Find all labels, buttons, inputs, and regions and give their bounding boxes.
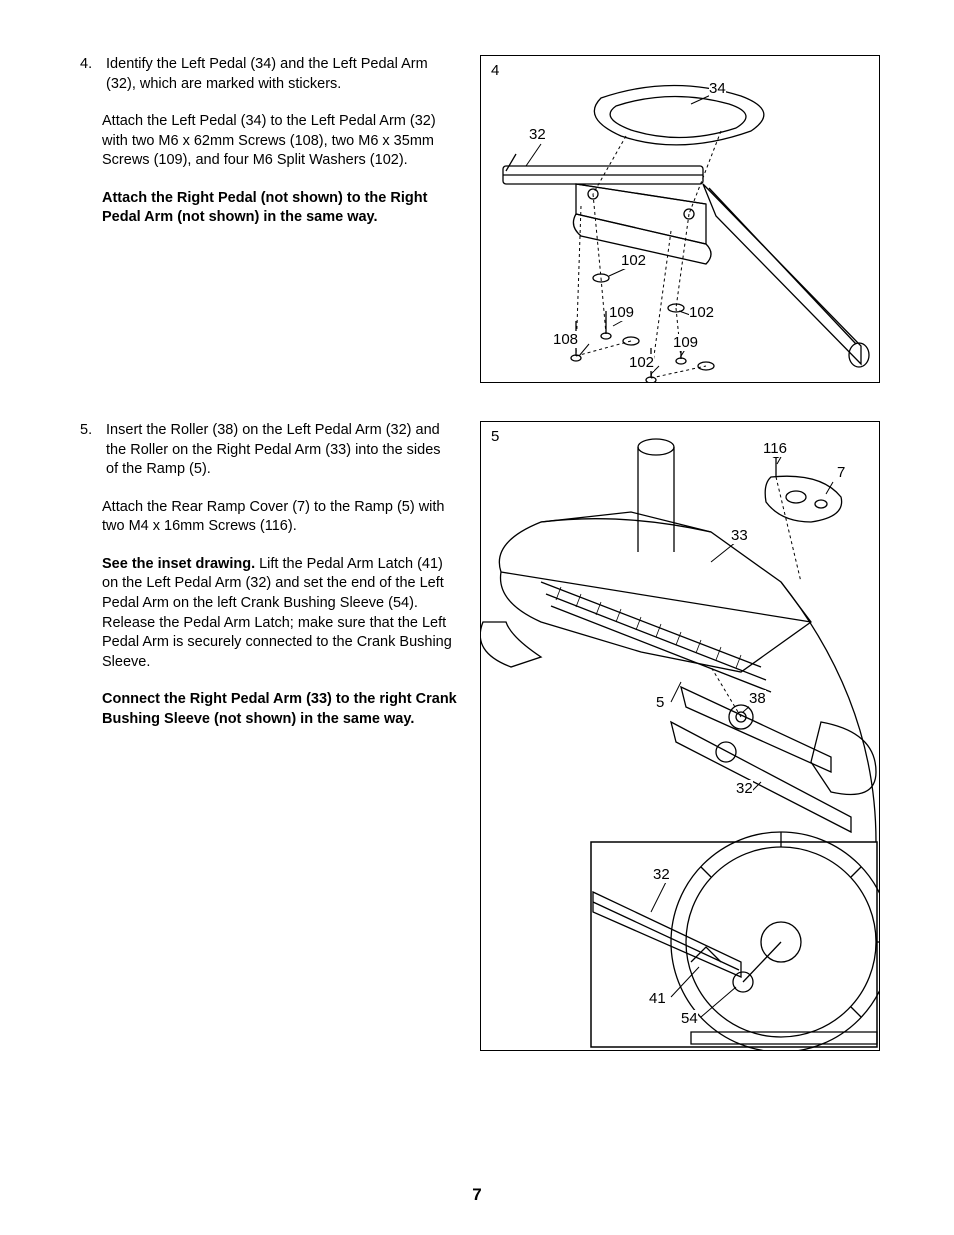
fig5-c38: 38 <box>749 690 766 707</box>
fig4-c32: 32 <box>529 126 546 143</box>
fig5-c41: 41 <box>649 990 666 1007</box>
step-5-p1: Insert the Roller (38) on the Left Pedal… <box>106 421 456 480</box>
fig4-c102b: 102 <box>689 304 714 321</box>
fig5-c7: 7 <box>837 464 845 481</box>
step-5-p3-lead: See the inset drawing. <box>102 556 255 572</box>
step-4-p2: Attach the Left Pedal (34) to the Left P… <box>102 113 436 168</box>
fig5-c5: 5 <box>656 694 664 711</box>
fig4-c109b: 109 <box>673 334 698 351</box>
figure-5-number: 5 <box>491 428 499 445</box>
fig4-c109a: 109 <box>609 304 634 321</box>
fig5-c32b: 32 <box>653 866 670 883</box>
step-4-row: 4. Identify the Left Pedal (34) and the … <box>80 55 884 383</box>
step-4-p3: Attach the Right Pedal (not shown) to th… <box>102 190 427 226</box>
fig4-c108: 108 <box>553 331 578 348</box>
step-5-p4: Connect the Right Pedal Arm (33) to the … <box>102 691 457 727</box>
figure-4-number: 4 <box>491 62 499 79</box>
fig4-c34: 34 <box>709 80 726 97</box>
step-5-p2: Attach the Rear Ramp Cover (7) to the Ra… <box>102 499 445 535</box>
step-4-text: 4. Identify the Left Pedal (34) and the … <box>80 55 460 246</box>
figure-5-svg <box>481 422 879 1050</box>
step-4-p1: Identify the Left Pedal (34) and the Lef… <box>106 55 456 94</box>
step-5-number: 5. <box>80 421 102 441</box>
fig5-c32a: 32 <box>736 780 753 797</box>
fig5-c54: 54 <box>681 1010 698 1027</box>
fig4-c102c: 102 <box>629 354 654 371</box>
step-5-text: 5. Insert the Roller (38) on the Left Pe… <box>80 421 460 747</box>
fig5-c33: 33 <box>731 527 748 544</box>
figure-4: 4 <box>480 55 880 383</box>
step-5-p3-rest: Lift the Pedal Arm Latch (41) on the Lef… <box>102 556 452 670</box>
manual-page: 4. Identify the Left Pedal (34) and the … <box>0 0 954 1235</box>
figure-5: 5 <box>480 421 880 1051</box>
fig5-c116: 116 <box>763 440 787 457</box>
fig4-c102a: 102 <box>621 252 646 269</box>
page-number: 7 <box>0 1185 954 1205</box>
step-5-row: 5. Insert the Roller (38) on the Left Pe… <box>80 421 884 1051</box>
step-4-number: 4. <box>80 55 102 75</box>
